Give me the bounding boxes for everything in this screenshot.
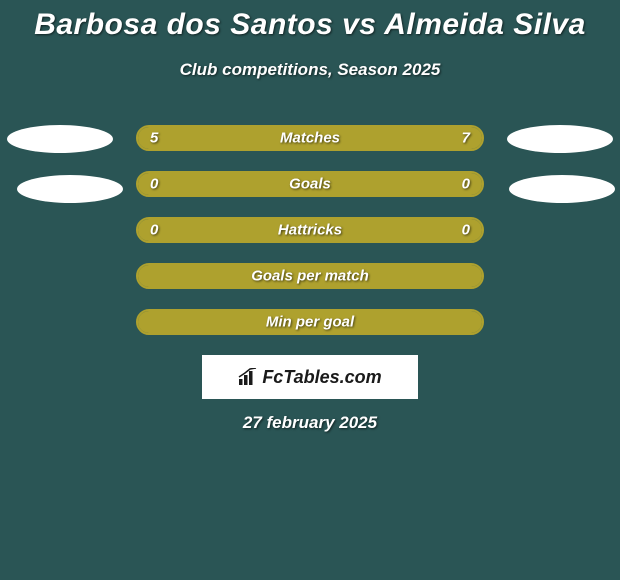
stat-bar-min-per-goal: Min per goal bbox=[136, 309, 484, 335]
stats-area: 5 Matches 7 0 Goals 0 0 Hattricks 0 Goal… bbox=[0, 125, 620, 433]
bar-fill-left bbox=[138, 127, 276, 149]
stat-bar-hattricks: 0 Hattricks 0 bbox=[136, 217, 484, 243]
date-label: 27 february 2025 bbox=[0, 413, 620, 433]
stat-bar-goals-per-match: Goals per match bbox=[136, 263, 484, 289]
chart-icon bbox=[238, 368, 258, 386]
stat-value-right: 7 bbox=[462, 130, 470, 147]
stat-bar-goals: 0 Goals 0 bbox=[136, 171, 484, 197]
avatar-right-secondary bbox=[509, 175, 615, 203]
logo-label: FcTables.com bbox=[262, 367, 381, 388]
stat-value-left: 0 bbox=[150, 222, 158, 239]
stat-value-left: 0 bbox=[150, 176, 158, 193]
stat-bar-matches: 5 Matches 7 bbox=[136, 125, 484, 151]
stat-label: Goals per match bbox=[251, 268, 369, 285]
subtitle: Club competitions, Season 2025 bbox=[0, 60, 620, 80]
stat-value-right: 0 bbox=[462, 222, 470, 239]
stat-label: Min per goal bbox=[266, 314, 354, 331]
stat-label: Matches bbox=[280, 130, 340, 147]
stat-label: Goals bbox=[289, 176, 331, 193]
logo-box: FcTables.com bbox=[202, 355, 418, 399]
avatar-left-main bbox=[7, 125, 113, 153]
avatar-right-main bbox=[507, 125, 613, 153]
page-title: Barbosa dos Santos vs Almeida Silva bbox=[0, 8, 620, 42]
stat-label: Hattricks bbox=[278, 222, 342, 239]
stat-value-left: 5 bbox=[150, 130, 158, 147]
stat-value-right: 0 bbox=[462, 176, 470, 193]
logo-text: FcTables.com bbox=[238, 367, 381, 388]
infographic-container: Barbosa dos Santos vs Almeida Silva Club… bbox=[0, 0, 620, 433]
avatar-left-secondary bbox=[17, 175, 123, 203]
bars-wrapper: 5 Matches 7 0 Goals 0 0 Hattricks 0 Goal… bbox=[136, 125, 484, 335]
